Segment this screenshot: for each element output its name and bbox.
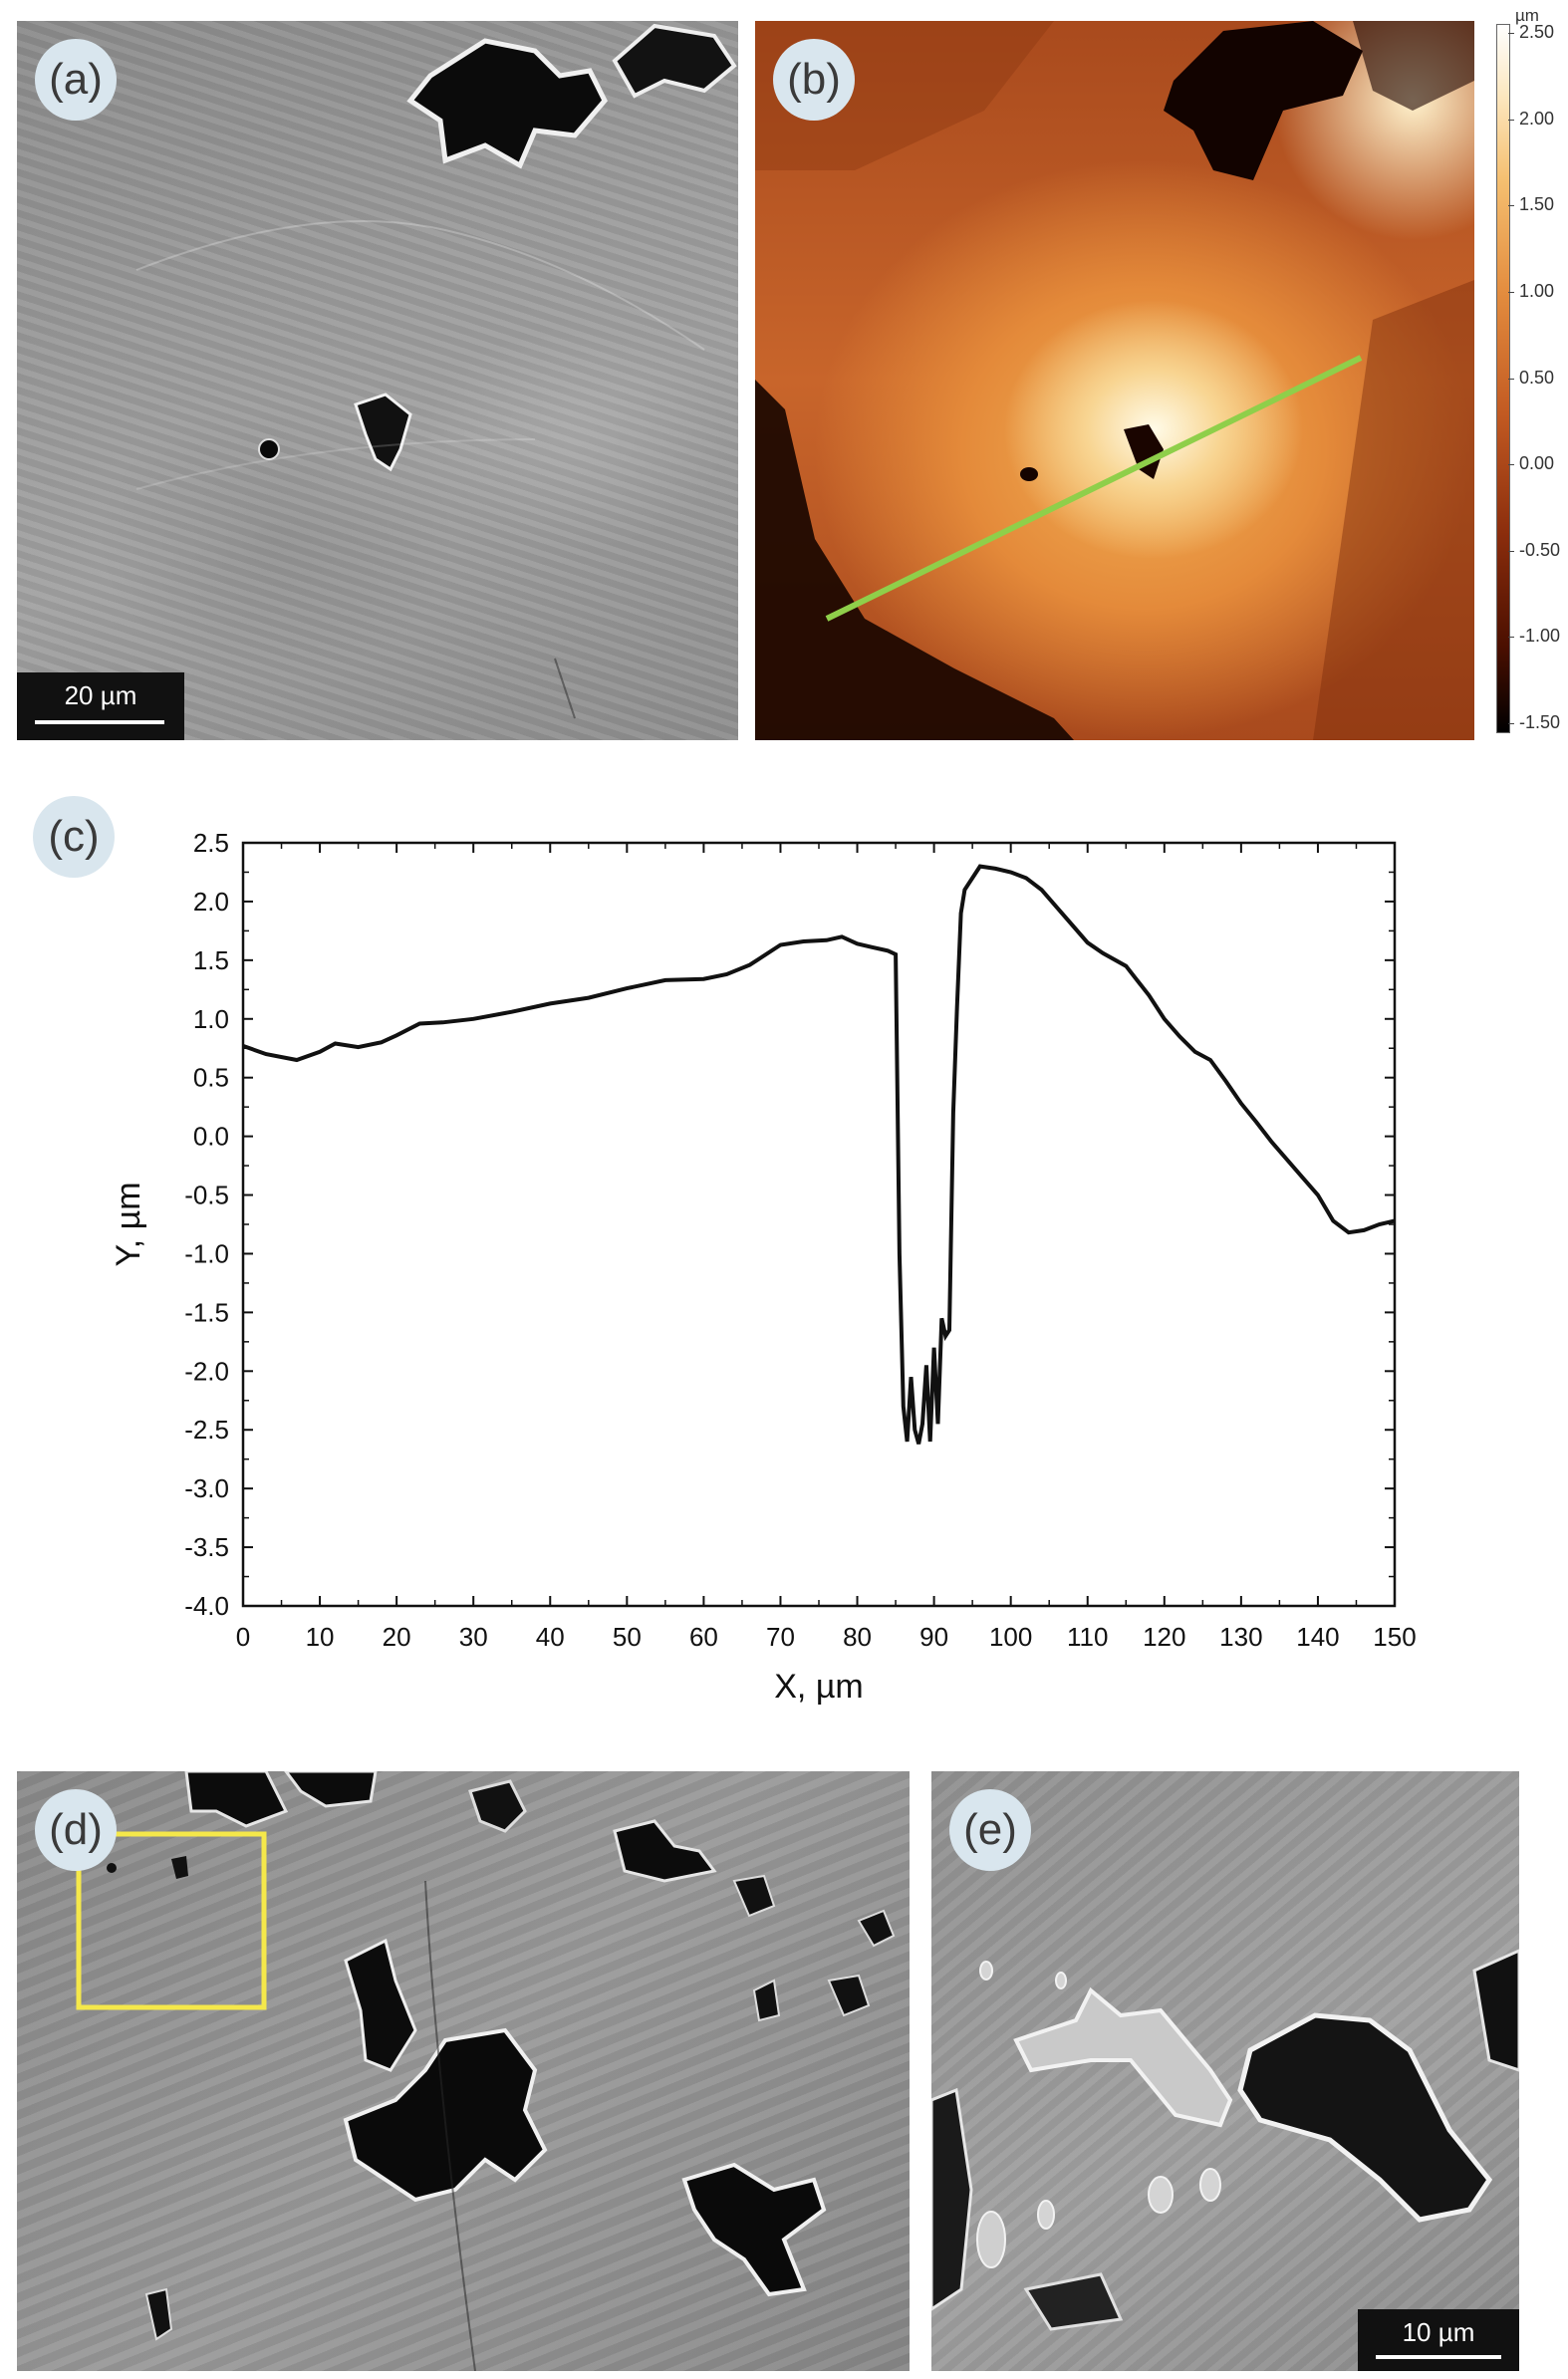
afm-pore-small [1020, 467, 1038, 481]
colorbar-tick-mark [1508, 723, 1514, 724]
colorbar-tick-label: 2.00 [1519, 108, 1555, 129]
colorbar-tick-mark [1508, 464, 1514, 466]
scale-bar-label-e: 10 µm [1402, 2317, 1475, 2347]
panel-label-a: (a) [35, 39, 117, 121]
y-tick-label: -0.5 [184, 1181, 229, 1210]
colorbar-unit: µm [1515, 6, 1539, 25]
pore-corner-a [612, 23, 737, 99]
y-tick-label: 2.5 [193, 828, 229, 858]
x-tick-label: 90 [919, 1622, 948, 1652]
sem-image-e: (e) 10 µm [931, 1771, 1519, 2371]
panel-label-b: (b) [773, 39, 855, 121]
y-tick-label: 2.0 [193, 887, 229, 917]
x-tick-label: 70 [766, 1622, 795, 1652]
x-tick-label: 150 [1373, 1622, 1416, 1652]
colorbar-tick-label: -0.50 [1519, 539, 1561, 560]
x-tick-label: 120 [1143, 1622, 1185, 1652]
colorbar-tick-mark [1508, 550, 1514, 552]
colorbar-tick-mark [1508, 291, 1514, 293]
y-tick-label: 1.5 [193, 945, 229, 975]
colorbar-tick-label: 2.50 [1519, 22, 1555, 42]
x-tick-label: 10 [306, 1622, 335, 1652]
afm-height-map-b: (b) [755, 21, 1474, 740]
sem-features-e [931, 1949, 1519, 2331]
y-tick-label: -3.0 [184, 1473, 229, 1503]
y-axis-title: Y, µm [110, 1182, 147, 1266]
sem-features-a [135, 23, 737, 719]
x-tick-label: 130 [1219, 1622, 1262, 1652]
y-tick-label: -4.0 [184, 1591, 229, 1621]
x-tick-label: 60 [689, 1622, 718, 1652]
colorbar-tick-label: -1.00 [1519, 626, 1561, 647]
x-tick-label: 30 [459, 1622, 488, 1652]
colorbar-tick-label: 1.50 [1519, 194, 1555, 215]
x-tick-label: 100 [989, 1622, 1032, 1652]
x-tick-label: 20 [383, 1622, 411, 1652]
y-tick-label: 0.5 [193, 1063, 229, 1093]
colorbar-tick-mark [1508, 33, 1514, 34]
colorbar-tick-mark [1508, 205, 1514, 207]
x-tick-label: 0 [236, 1622, 250, 1652]
x-axis-title: X, µm [774, 1668, 863, 1706]
scale-bar-a: 20 µm [17, 672, 184, 740]
x-tick-label: 80 [843, 1622, 872, 1652]
scale-bar-line-e [1376, 2355, 1501, 2359]
pore-center-a [354, 393, 412, 472]
y-tick-label: -2.5 [184, 1415, 229, 1445]
colorbar-tick-label: -1.50 [1519, 712, 1561, 732]
panel-label-c: (c) [33, 796, 115, 878]
colorbar-tick-label: 0.00 [1519, 453, 1555, 474]
sem-features-d [76, 1771, 896, 2371]
profile-series-line [242, 864, 1396, 1445]
y-tick-label: 0.0 [193, 1122, 229, 1152]
scale-bar-line-a [35, 720, 164, 724]
pore-small-a [258, 438, 280, 460]
afm-features-b [755, 21, 1474, 740]
y-tick-label: -1.5 [184, 1297, 229, 1327]
pore-large-a [406, 38, 608, 169]
plot-frame [241, 841, 1397, 1608]
y-tick-label: -1.0 [184, 1238, 229, 1268]
sem-image-d: (d) [17, 1771, 910, 2371]
colorbar-tick-label: 1.00 [1519, 280, 1555, 301]
panel-label-d: (d) [35, 1789, 117, 1871]
colorbar-tick-mark [1508, 378, 1514, 380]
sem-image-a: (a) 20 µm [17, 21, 738, 740]
y-tick-label: -3.5 [184, 1532, 229, 1562]
x-tick-label: 140 [1296, 1622, 1339, 1652]
scale-bar-label-a: 20 µm [64, 680, 137, 710]
colorbar-tick-mark [1508, 119, 1514, 121]
height-profile-chart: 0 10 20 30 40 50 60 70 80 90 100 110 120 130 140 150 2.5… [110, 828, 1417, 1706]
y-tick-label: 1.0 [193, 1004, 229, 1034]
profile-line [825, 355, 1363, 622]
panel-label-e: (e) [949, 1789, 1031, 1871]
highlight-box [76, 1831, 267, 2010]
afm-pore-center [1124, 424, 1164, 479]
y-tick-label: -2.0 [184, 1356, 229, 1386]
x-tick-label: 50 [613, 1622, 642, 1652]
scale-bar-e: 10 µm [1358, 2309, 1519, 2371]
colorbar-tick-label: 0.50 [1519, 367, 1555, 388]
x-tick-label: 110 [1067, 1622, 1108, 1652]
colorbar-tick-mark [1508, 637, 1514, 639]
x-tick-label: 40 [536, 1622, 565, 1652]
